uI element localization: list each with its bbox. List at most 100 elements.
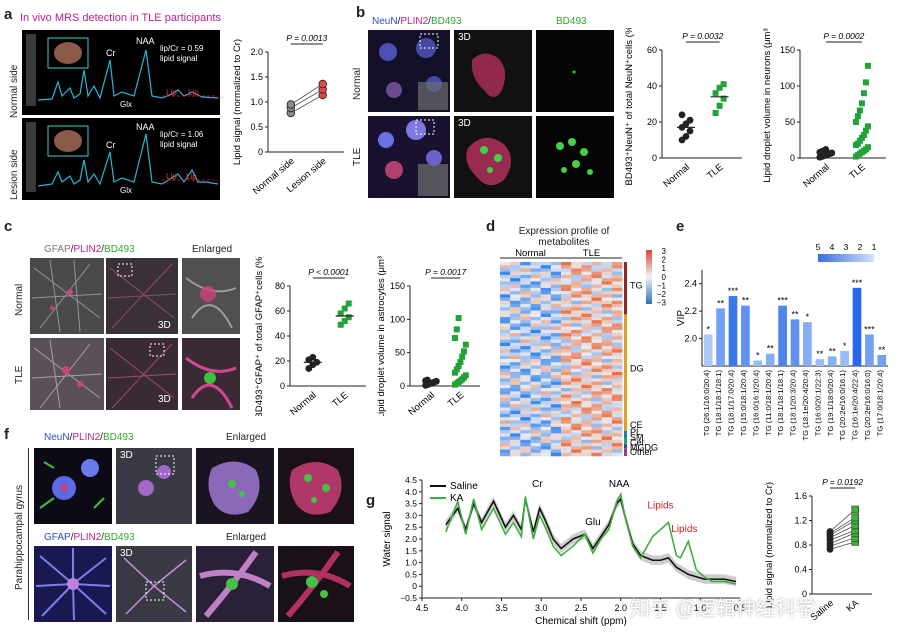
micrograph-b-tle-merge — [368, 116, 450, 198]
heatmap-cell — [500, 278, 511, 282]
bar-significance: ** — [816, 349, 824, 359]
heatmap-cell — [571, 352, 582, 357]
heatmap-cell — [530, 388, 541, 392]
heatmap-cell — [601, 281, 613, 285]
heatmap-cell — [611, 274, 623, 279]
heatmap-cell — [571, 307, 582, 311]
heatmap-cell — [591, 271, 602, 276]
heatmap-cell — [520, 423, 531, 428]
heatmap-cell — [510, 320, 521, 324]
heatmap-cell — [601, 378, 613, 382]
heatmap-cell — [591, 349, 602, 353]
heatmap-cell — [550, 436, 562, 441]
class-bar — [624, 448, 627, 453]
peak-naa-lesion: NAA — [136, 122, 155, 132]
heatmap-cell — [540, 381, 552, 386]
heatmap-cell — [510, 446, 521, 450]
heatmap-cell — [571, 320, 582, 324]
data-point — [851, 513, 859, 522]
heatmap-cell — [591, 449, 602, 454]
heatmap-cell — [530, 433, 541, 437]
heatmap-cell — [581, 346, 592, 350]
saline-sem-band — [445, 494, 737, 587]
heatmap-cell — [571, 436, 582, 441]
heatmap-cell — [611, 291, 623, 295]
heatmap-cell — [561, 449, 572, 454]
heatmap-cell — [561, 326, 572, 331]
scale-tick: −1 — [657, 281, 667, 290]
heatmap-cell — [520, 397, 531, 402]
heatmap-cell — [571, 391, 582, 395]
heatmap-cell — [581, 436, 592, 441]
class-bar — [624, 262, 627, 315]
heatmap-cell — [611, 430, 623, 434]
heatmap-cell — [520, 375, 531, 379]
heatmap-cell — [510, 304, 521, 308]
heatmap-cell — [540, 320, 552, 324]
heatmap-cell — [510, 375, 521, 379]
heatmap-cell — [510, 443, 521, 447]
heatmap-cell — [561, 291, 572, 295]
heatmap-cell — [601, 310, 613, 315]
heatmap-cell — [611, 265, 623, 269]
heatmap-cell — [530, 407, 541, 412]
heatmap-cell — [500, 381, 511, 386]
heatmap-cell — [571, 417, 582, 421]
ratio-lesion: lip/Cr = 1.06 — [160, 130, 204, 139]
heatmap-cell — [500, 378, 511, 382]
data-point — [864, 123, 871, 130]
heatmap-cell — [540, 346, 552, 350]
heatmap-cell — [601, 436, 613, 441]
heatmap-cell — [530, 352, 541, 357]
y-tick-label: 2.4 — [684, 279, 697, 289]
x-tick-label: TG (16:0/16:1/20:4) — [751, 370, 760, 437]
heatmap-cell — [550, 417, 562, 421]
y-tick-label: 20 — [275, 356, 285, 366]
heatmap-cell — [520, 274, 531, 279]
heatmap-cell — [601, 329, 613, 334]
class-label: DG — [630, 364, 644, 374]
heatmap-cell — [561, 284, 572, 289]
data-point — [864, 62, 871, 69]
heatmap-cell — [601, 284, 613, 289]
heatmap-cell — [591, 323, 602, 327]
heatmap-cell — [571, 433, 582, 437]
y-tick-label: 0.5 — [250, 122, 263, 132]
heatmap-cell — [520, 349, 531, 353]
heatmap-cell — [611, 349, 623, 353]
heatmap-cell — [540, 384, 552, 389]
heatmap-cell — [500, 397, 511, 402]
heatmap-cell — [561, 359, 572, 363]
data-point — [682, 133, 690, 140]
heatmap-cell — [500, 346, 511, 350]
y-tick-label: 80 — [275, 281, 285, 291]
heatmap-cell — [550, 413, 562, 418]
heatmap-cell — [591, 336, 602, 340]
data-point — [686, 127, 694, 135]
heatmap-cell — [540, 378, 552, 382]
heatmap-cell — [520, 323, 531, 327]
heatmap-cell — [520, 407, 531, 412]
heatmap-cell — [500, 320, 511, 324]
heatmap-cell — [540, 413, 552, 418]
heatmap-cell — [550, 316, 562, 321]
peak-label-naa: NAA — [609, 479, 630, 490]
heatmap-cell — [581, 294, 592, 298]
heatmap-cell — [591, 355, 602, 360]
heatmap-cell — [581, 443, 592, 447]
heatmap-cell — [571, 262, 582, 266]
data-point — [462, 341, 469, 348]
heatmap-cell — [581, 417, 592, 421]
heatmap-cell — [581, 310, 592, 315]
heatmap-cell — [601, 320, 613, 324]
mrs-spectrum-lesion: NAA Cr Glx Lip Lip lip/Cr = 1.06 lipid s… — [22, 118, 220, 200]
data-point — [457, 359, 464, 365]
heatmap-cell — [591, 326, 602, 331]
heatmap-cell — [500, 323, 511, 327]
heatmap-cell — [500, 307, 511, 311]
channel-neun-f: NeuN — [44, 432, 70, 443]
heatmap-cell — [510, 423, 521, 428]
class-bar — [624, 438, 627, 445]
heatmap-cell — [520, 391, 531, 395]
heatmap-cell — [530, 265, 541, 269]
